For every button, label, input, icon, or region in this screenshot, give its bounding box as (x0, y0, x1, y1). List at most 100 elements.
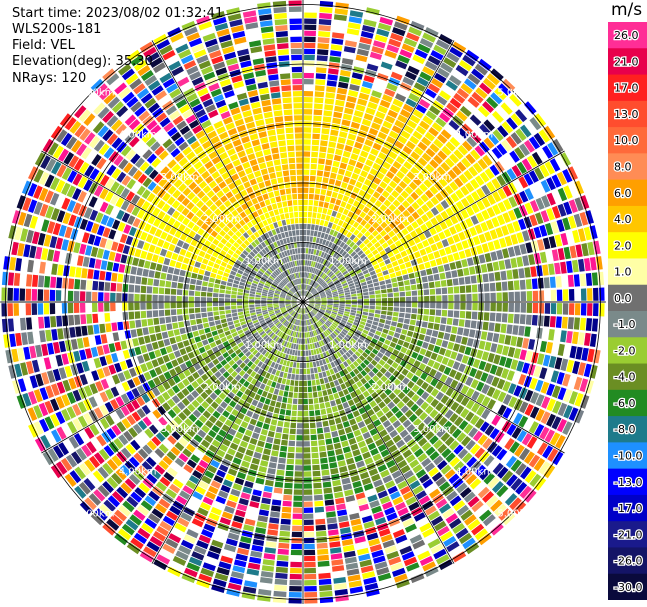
ppi-gate-cell (368, 468, 379, 477)
ppi-gate-cell (304, 561, 316, 568)
ppi-gate-cell (202, 562, 216, 572)
ppi-gate-cell (283, 312, 288, 316)
ppi-gate-cell (299, 332, 302, 338)
ppi-ray (307, 306, 537, 503)
ppi-gate-cell (434, 72, 447, 84)
ppi-gate-cell (89, 135, 101, 149)
ppi-gate-cell (149, 369, 157, 378)
ppi-gate-cell (560, 152, 572, 167)
ppi-gate-cell (192, 330, 200, 337)
ppi-ray (1, 302, 297, 317)
ppi-gate-cell (145, 456, 157, 468)
ppi-gate-cell (333, 583, 347, 590)
ppi-gate-cell (194, 307, 201, 313)
ppi-gate-cell (305, 308, 308, 314)
ppi-gate-cell (170, 302, 176, 309)
ppi-gate-cell (303, 205, 308, 212)
ppi-gate-cell (376, 371, 384, 379)
ppi-gate-cell (210, 401, 219, 410)
ppi-gate-cell (72, 418, 83, 431)
ppi-gate-cell (159, 280, 166, 287)
ppi-gate-cell (447, 359, 455, 368)
ppi-gate-cell (445, 80, 458, 91)
ppi-gate-cell (376, 72, 389, 82)
ppi-gate-cell (315, 304, 321, 306)
ppi-gate-cell (285, 304, 291, 307)
ppi-gate-cell (209, 321, 215, 327)
ppi-gate-cell (333, 268, 339, 274)
ppi-gate-cell (344, 289, 350, 293)
ppi-gate-cell (562, 373, 571, 387)
ppi-gate-cell (320, 307, 326, 311)
ppi-gate-cell (347, 248, 354, 255)
ppi-gate-cell (280, 292, 286, 296)
ppi-gate-cell (286, 329, 291, 335)
ppi-gate-cell (439, 374, 448, 383)
ppi-gate-cell (325, 215, 331, 222)
ppi-gate-cell (314, 307, 320, 310)
ppi-gate-cell (336, 315, 342, 319)
ppi-gate-cell (220, 261, 228, 268)
ppi-gate-cell (160, 248, 168, 257)
ppi-gate-cell (293, 319, 297, 325)
ppi-gate-cell (17, 347, 25, 361)
ppi-gate-cell (206, 307, 213, 312)
ppi-gate-cell (429, 159, 439, 169)
ppi-gate-cell (222, 438, 231, 447)
ppi-gate-cell (307, 306, 312, 311)
ppi-gate-cell (134, 248, 142, 258)
ppi-gate-cell (393, 387, 402, 396)
ppi-gate-cell (335, 99, 345, 107)
ppi-gate-cell (171, 359, 179, 368)
ppi-gate-cell (265, 336, 271, 342)
ppi-gate-cell (301, 308, 303, 314)
ppi-gate-cell (228, 274, 235, 280)
ppi-gate-cell (529, 377, 538, 390)
ppi-gate-cell (481, 384, 490, 395)
ppi-gate-cell (225, 313, 232, 318)
ppi-gate-cell (360, 565, 374, 574)
ppi-gate-cell (218, 415, 227, 423)
ppi-gate-cell (417, 308, 424, 315)
ppi-gate-cell (352, 263, 359, 269)
ppi-gate-cell (349, 363, 356, 370)
ppi-gate-cell (303, 236, 307, 242)
ppi-gate-cell (260, 363, 267, 370)
ppi-gate-cell (149, 226, 157, 235)
ppi-gate-cell (320, 408, 327, 415)
ppi-gate-cell (158, 460, 169, 471)
ppi-gate-cell (309, 302, 315, 304)
ppi-gate-cell (143, 223, 152, 233)
ppi-gate-cell (442, 508, 455, 519)
ppi-gate-cell (47, 448, 59, 462)
ppi-gate-cell (534, 113, 547, 127)
ppi-gate-cell (329, 368, 335, 375)
ppi-gate-cell (285, 298, 291, 300)
ppi-gate-cell (382, 120, 393, 129)
ppi-gate-cell (539, 426, 550, 440)
ppi-gate-cell (259, 347, 265, 354)
ppi-gate-cell (408, 181, 418, 191)
ppi-gate-cell (205, 420, 214, 429)
ppi-gate-cell (452, 278, 459, 286)
ppi-ray (306, 307, 480, 555)
ppi-gate-cell (136, 328, 143, 337)
ppi-gate-cell (264, 417, 272, 424)
ppi-gate-cell (297, 417, 303, 423)
ppi-gate-cell (222, 340, 230, 347)
ppi-gate-cell (402, 255, 410, 263)
ppi-gate-cell (339, 332, 345, 338)
ppi-gate-cell (312, 336, 316, 343)
ppi-gate-cell (539, 164, 550, 178)
ppi-gate-cell (465, 182, 475, 193)
ppi-gate-cell (436, 428, 446, 438)
ppi-gate-cell (374, 241, 381, 249)
ppi-ray (167, 307, 301, 577)
ppi-gate-cell (140, 500, 153, 512)
ppi-gate-cell (350, 78, 362, 86)
ppi-gate-cell (282, 500, 292, 507)
ppi-gate-cell (340, 201, 347, 208)
ppi-gate-cell (307, 380, 312, 386)
ppi-gate-cell (145, 361, 154, 370)
ppi-gate-cell (273, 438, 281, 445)
